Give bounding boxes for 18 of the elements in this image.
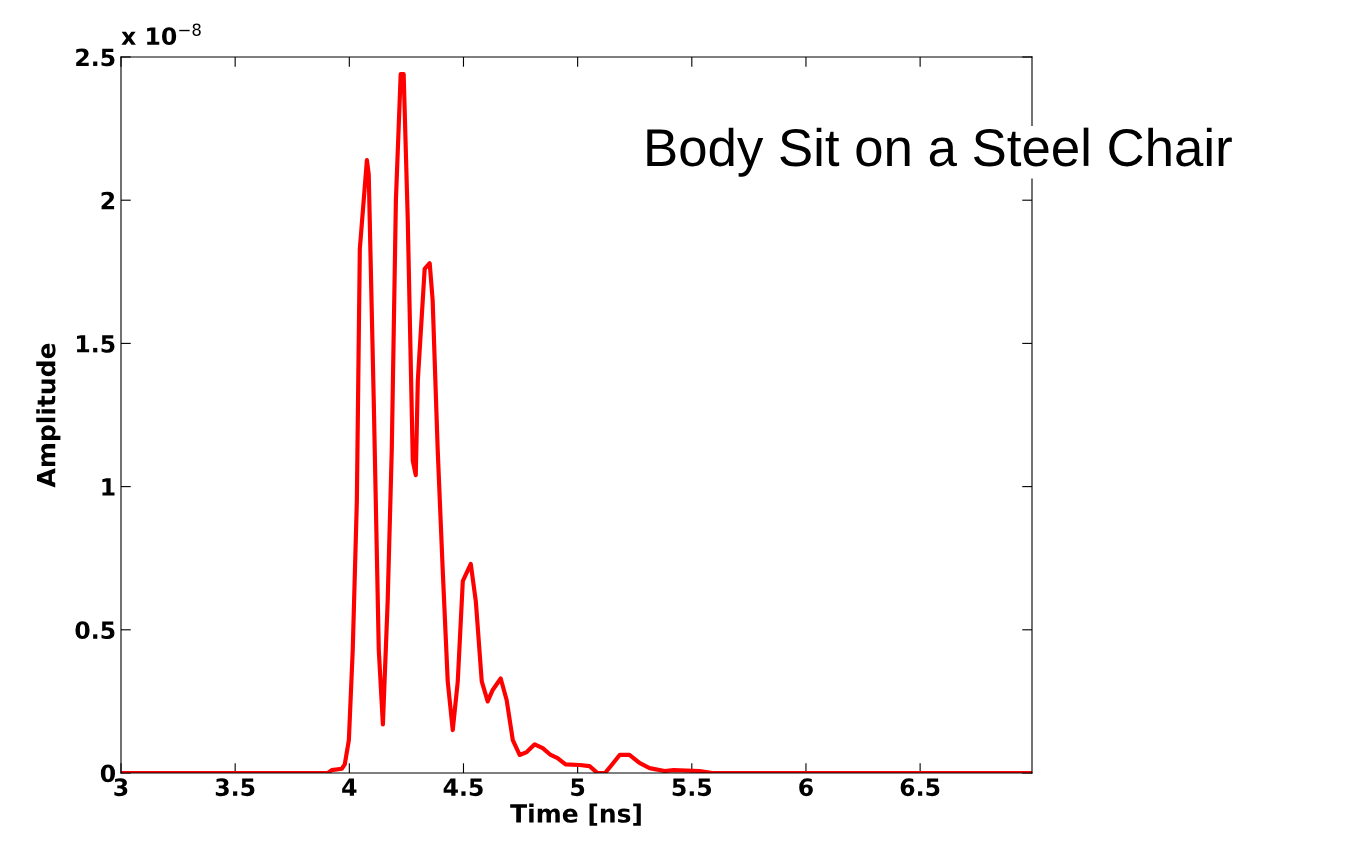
- x-tick-label: 4.5: [443, 778, 483, 797]
- x-tick-label: 6.5: [900, 778, 940, 797]
- x-tick-label: 6: [799, 778, 813, 797]
- x-tick-label: 3: [114, 778, 128, 797]
- y-tick-label: 1.5: [76, 335, 115, 353]
- y-tick-label: 0: [100, 764, 116, 783]
- y-tick-label: 2.5: [76, 48, 115, 67]
- x-tick-label: 3.5: [215, 778, 255, 797]
- y-tick-label: 2: [101, 191, 115, 210]
- x-axis-title: Time [ns]: [510, 803, 641, 826]
- y-tick-label: 1: [102, 478, 115, 496]
- x-tick-label: 4: [342, 778, 357, 796]
- text: x 10$^{−8}$: [121, 23, 201, 46]
- y-axis-title: Amplitude: [36, 343, 61, 488]
- x-tick-label: 5: [571, 778, 585, 797]
- annotation: Body Sit on a Steel Chair: [647, 127, 1232, 177]
- x-tick-label: 5.5: [672, 778, 712, 797]
- y-tick-label: 0.5: [75, 621, 115, 640]
